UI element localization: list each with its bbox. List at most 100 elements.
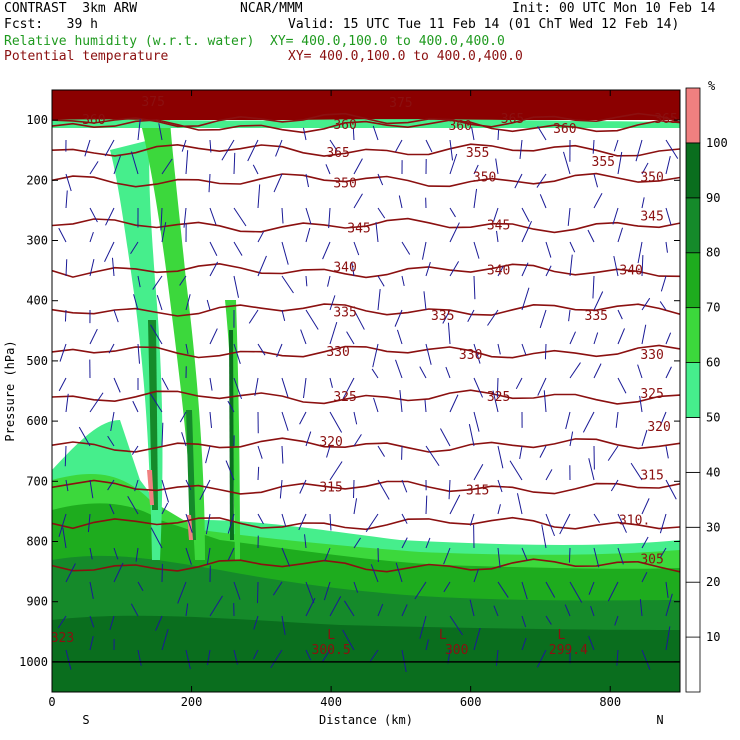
wind-arrow: [247, 139, 259, 162]
wind-arrow: [113, 155, 122, 175]
wind-arrow: [425, 537, 431, 549]
wind-arrow: [302, 127, 307, 141]
wind-arrow: [569, 331, 576, 345]
wind-arrow: [199, 479, 211, 500]
theta-contour-355: [52, 143, 680, 157]
wind-arrow: [471, 126, 475, 141]
wind-arrow: [209, 595, 223, 617]
wind-arrow: [149, 393, 163, 413]
wind-arrow: [275, 139, 283, 157]
wind-arrow: [131, 445, 139, 455]
wind-arrow: [58, 227, 67, 243]
colorbar-cell-1: [685, 581, 701, 638]
wind-arrow: [113, 547, 119, 560]
wind-arrow: [497, 504, 501, 515]
wind-arrow: [65, 563, 76, 583]
wind-arrow: [617, 227, 623, 243]
wind-arrow: [156, 295, 163, 311]
contour-label-17: 340: [333, 261, 356, 276]
wind-arrow: [659, 411, 667, 427]
wind-arrow: [233, 207, 247, 227]
wind-arrow: [665, 366, 672, 379]
wind-arrow: [135, 547, 139, 562]
wind-arrow: [89, 207, 98, 223]
wind-arrow: [351, 261, 355, 277]
wind-arrow: [569, 362, 581, 379]
wind-arrow: [89, 392, 104, 413]
y-tick-label-800: 800: [26, 535, 48, 549]
wind-arrow: [610, 479, 619, 492]
wind-arrow: [161, 502, 169, 515]
wind-arrow: [635, 139, 643, 162]
wind-arrow: [443, 547, 451, 565]
wind-arrow: [254, 377, 259, 396]
wind-arrow: [537, 377, 547, 396]
wind-arrow: [375, 222, 379, 243]
y-tick-label-700: 700: [26, 474, 48, 488]
wind-arrow: [449, 153, 458, 175]
wind-arrow: [617, 309, 623, 320]
contour-label-37: 300: [445, 643, 468, 658]
wind-arrow: [252, 649, 259, 660]
theta-contour-345: [52, 217, 680, 234]
wind-arrow: [134, 479, 139, 492]
wind-arrow: [59, 343, 67, 362]
wind-arrow: [84, 139, 91, 157]
wind-arrow: [300, 329, 307, 345]
contour-label-19: 340: [619, 264, 642, 279]
wind-arrow: [346, 331, 355, 345]
wind-arrow: [343, 600, 355, 617]
wind-arrow: [564, 604, 571, 617]
wind-arrow: [469, 513, 475, 526]
contour-label-21: 335: [431, 309, 454, 324]
model-title: CONTRAST 3km ARW: [4, 1, 138, 16]
wind-arrow: [64, 445, 67, 467]
wind-arrow: [617, 151, 623, 175]
contour-label-18: 340: [487, 264, 510, 279]
wind-arrow: [150, 527, 163, 549]
wind-arrow: [565, 411, 571, 430]
wind-arrow: [641, 536, 649, 549]
wind-arrow: [641, 255, 644, 277]
wind-arrow: [665, 139, 679, 159]
contour-label-8: 365: [326, 146, 349, 161]
wind-arrow: [209, 411, 213, 428]
wind-arrow: [353, 309, 365, 330]
wind-arrow: [665, 445, 669, 459]
contour-label-3: 360: [448, 119, 471, 134]
wind-arrow: [495, 158, 499, 175]
theta-contour-305: [52, 558, 680, 573]
contour-label-16: 345: [640, 209, 663, 224]
wind-arrow: [185, 547, 192, 565]
wind-arrow: [185, 479, 192, 491]
wind-arrow: [329, 295, 336, 311]
wind-arrow: [425, 445, 440, 467]
wind-arrow: [563, 151, 571, 175]
wind-arrow: [109, 615, 115, 631]
wind-arrow: [113, 562, 124, 583]
wind-arrow: [233, 581, 241, 600]
wind-arrow: [469, 599, 475, 617]
wind-arrow: [536, 649, 547, 668]
wind-arrow: [401, 513, 408, 524]
wind-arrow: [185, 294, 191, 311]
wind-arrow: [401, 604, 408, 617]
wind-arrow: [593, 193, 603, 209]
wind-arrow: [493, 207, 499, 222]
contour-label-2: 360: [333, 118, 356, 133]
wind-arrow: [593, 547, 600, 568]
field2-name: Potential temperature: [4, 49, 169, 64]
wind-arrow: [545, 615, 552, 625]
wind-arrow: [209, 261, 219, 277]
wind-arrow: [328, 207, 331, 229]
plot-frame: [51, 89, 681, 693]
theta-contour-320: [52, 437, 680, 453]
forecast-hour: Fcst: 39 h: [4, 17, 98, 32]
wind-arrow: [370, 564, 379, 583]
wind-arrow: [227, 513, 235, 534]
wind-arrow: [425, 343, 432, 365]
wind-arrow: [543, 390, 547, 413]
wind-arrow: [587, 229, 595, 243]
wind-arrow: [89, 581, 94, 599]
